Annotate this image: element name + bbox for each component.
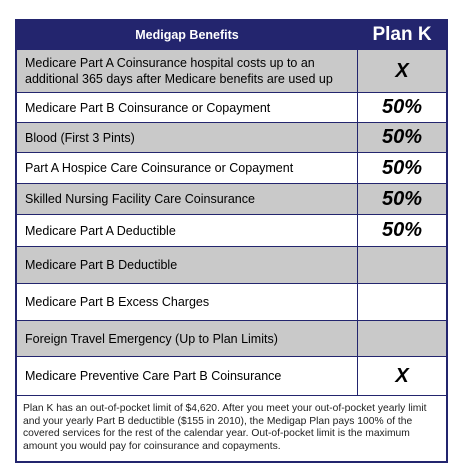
plan-cell: 50% <box>381 187 423 210</box>
table-row: Medicare Part B Excess Charges <box>17 283 446 320</box>
header-title: Medigap Benefits <box>17 21 358 49</box>
benefit-cell: Part A Hospice Care Coinsurance or Copay… <box>17 153 358 183</box>
plan-cell <box>358 284 446 320</box>
table-row: Medicare Preventive Care Part B Coinsura… <box>17 356 446 395</box>
table-row: Medicare Part B Coinsurance or Copayment… <box>17 92 446 122</box>
benefit-cell: Medicare Preventive Care Part B Coinsura… <box>17 357 358 395</box>
plan-cell: X <box>395 364 409 387</box>
benefit-cell: Medicare Part A Deductible <box>17 215 358 246</box>
benefit-cell: Medicare Part B Excess Charges <box>17 284 358 320</box>
table-row: Foreign Travel Emergency (Up to Plan Lim… <box>17 320 446 356</box>
table-row: Medicare Part A Coinsurance hospital cos… <box>17 49 446 92</box>
plan-cell <box>358 321 446 356</box>
plan-cell: X <box>395 59 409 82</box>
benefit-cell: Medicare Part A Coinsurance hospital cos… <box>17 50 358 92</box>
footnote: Plan K has an out-of-pocket limit of $4,… <box>17 395 446 461</box>
table-row: Skilled Nursing Facility Care Coinsuranc… <box>17 183 446 214</box>
benefit-cell: Skilled Nursing Facility Care Coinsuranc… <box>17 184 358 214</box>
plan-cell <box>358 247 446 283</box>
table-row: Blood (First 3 Pints) 50% <box>17 122 446 152</box>
benefit-cell: Foreign Travel Emergency (Up to Plan Lim… <box>17 321 358 356</box>
plan-cell: 50% <box>381 156 423 179</box>
table-header: Medigap Benefits Plan K <box>17 21 446 49</box>
plan-cell: 50% <box>381 126 423 148</box>
table-row: Part A Hospice Care Coinsurance or Copay… <box>17 152 446 183</box>
header-plan: Plan K <box>372 24 432 45</box>
benefits-table: Medigap Benefits Plan K Medicare Part A … <box>15 19 448 463</box>
table-body: Medicare Part A Coinsurance hospital cos… <box>17 49 446 395</box>
benefit-cell: Medicare Part B Coinsurance or Copayment <box>17 93 358 122</box>
plan-cell: 50% <box>381 219 423 241</box>
table-row: Medicare Part A Deductible 50% <box>17 214 446 246</box>
table-row: Medicare Part B Deductible <box>17 246 446 283</box>
benefit-cell: Medicare Part B Deductible <box>17 247 358 283</box>
plan-cell: 50% <box>381 96 423 118</box>
benefit-cell: Blood (First 3 Pints) <box>17 123 358 152</box>
